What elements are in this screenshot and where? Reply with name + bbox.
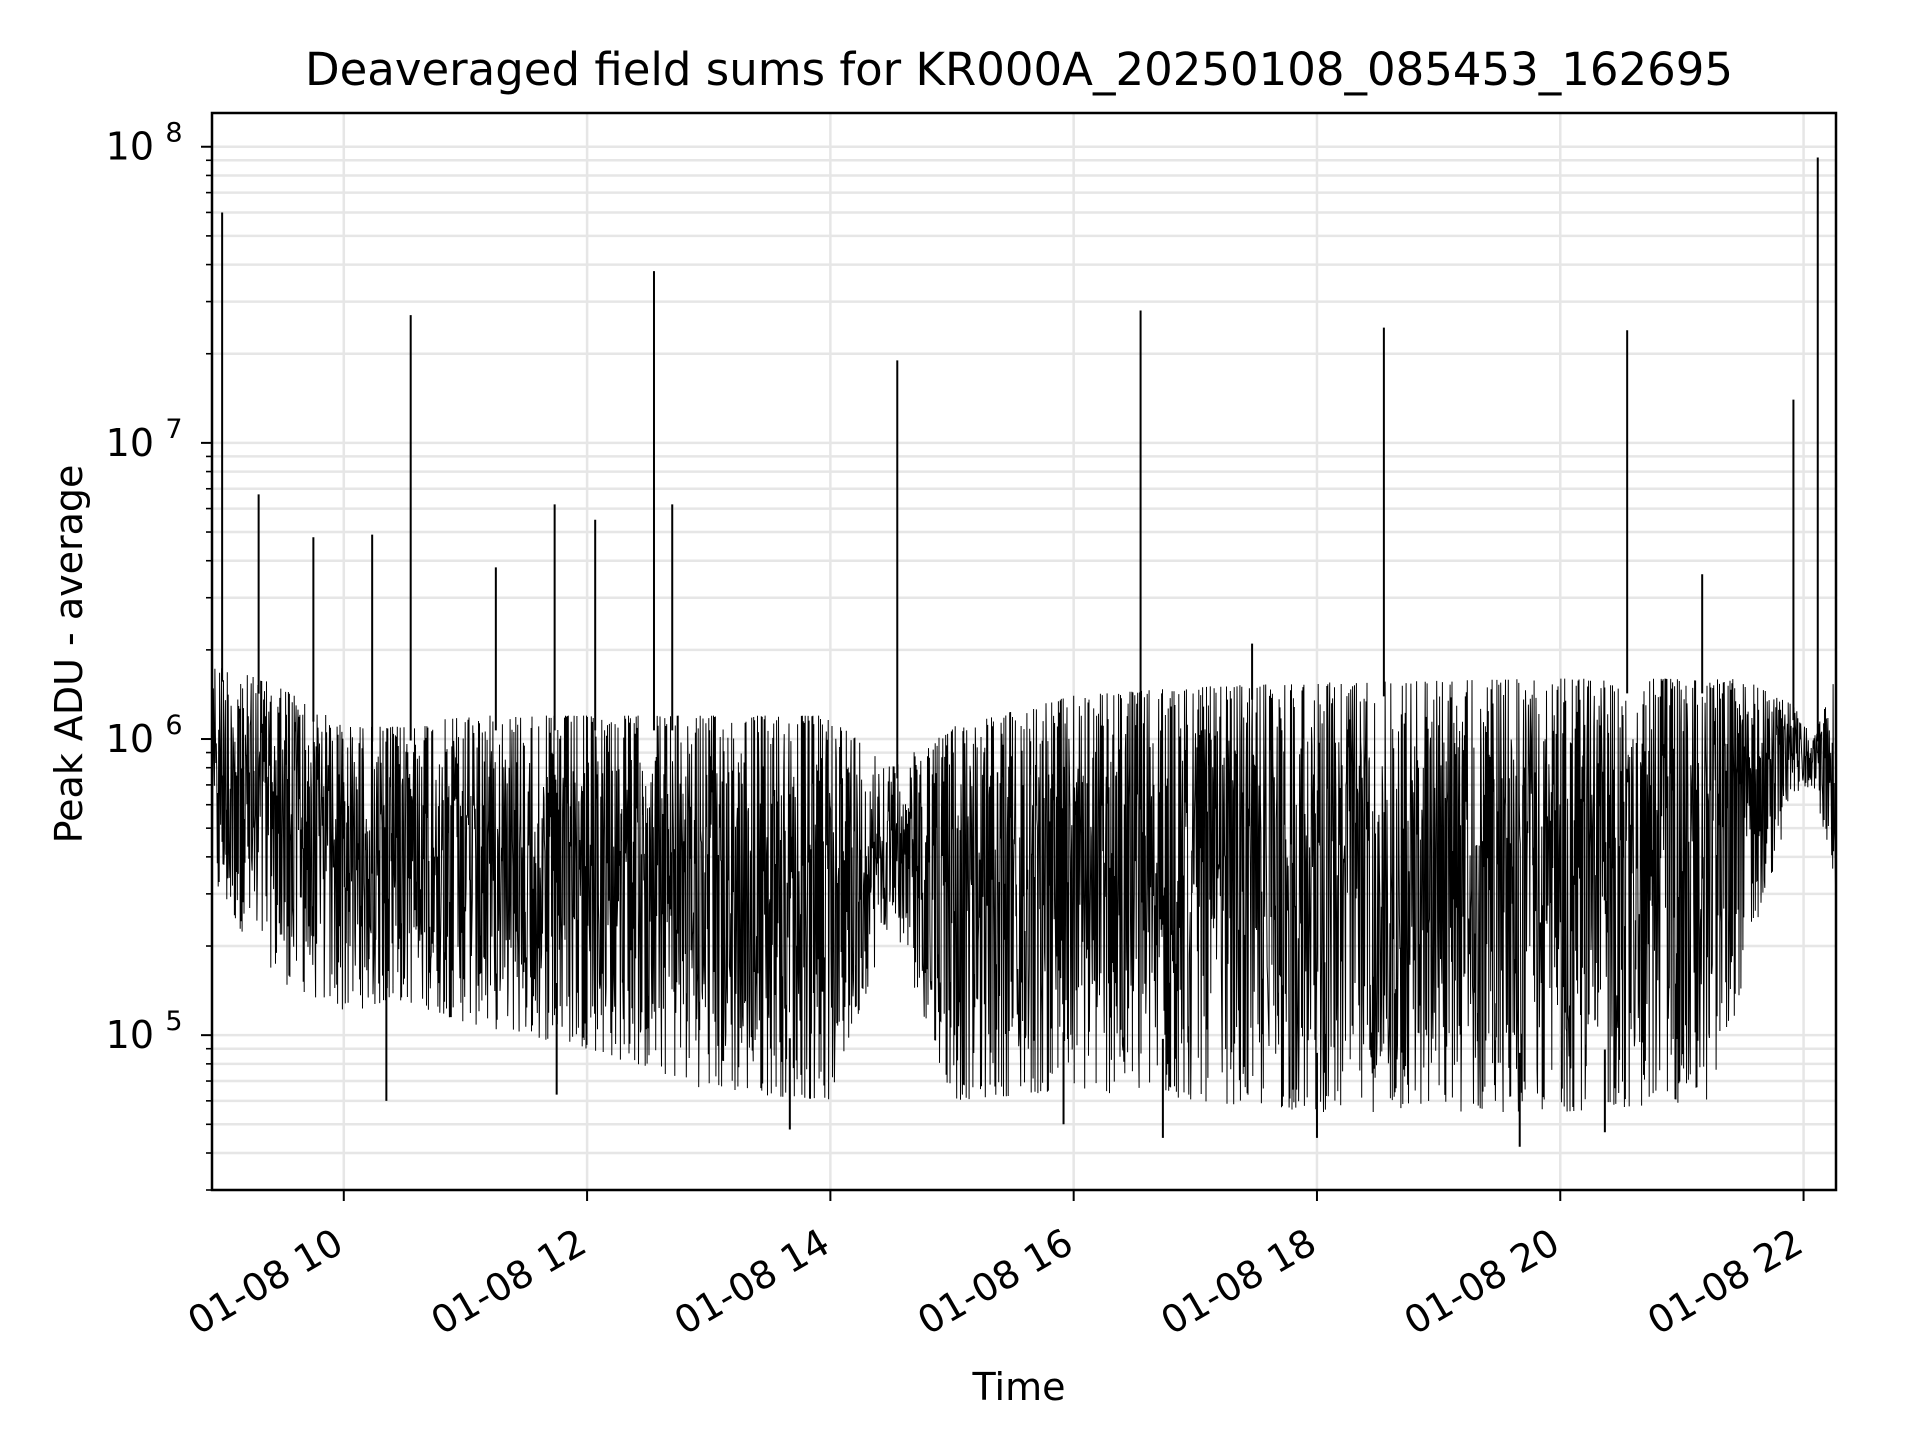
plot-frame [210,111,1838,1192]
y-axis: 10 5 10 6 10 7 10 8 [106,118,212,1191]
y-tick-exponent: 6 [165,710,182,741]
y-tick-exponent: 5 [165,1006,182,1037]
series-line [211,668,1837,1113]
x-axis-label: Time [972,1365,1066,1409]
y-tick-label: 10 [106,421,154,465]
y-axis-label: Peak ADU - average [47,465,91,844]
chart-title: Deaveraged field sums for KR000A_2025010… [305,43,1733,96]
y-tick-exponent: 7 [165,414,182,445]
y-tick-label: 10 [106,125,154,169]
spike-layer [221,157,1819,1147]
y-tick-exponent: 8 [165,118,182,149]
y-tick-label: 10 [106,717,154,761]
y-tick-label: 10 [106,1013,154,1057]
series-layer [211,668,1837,1113]
